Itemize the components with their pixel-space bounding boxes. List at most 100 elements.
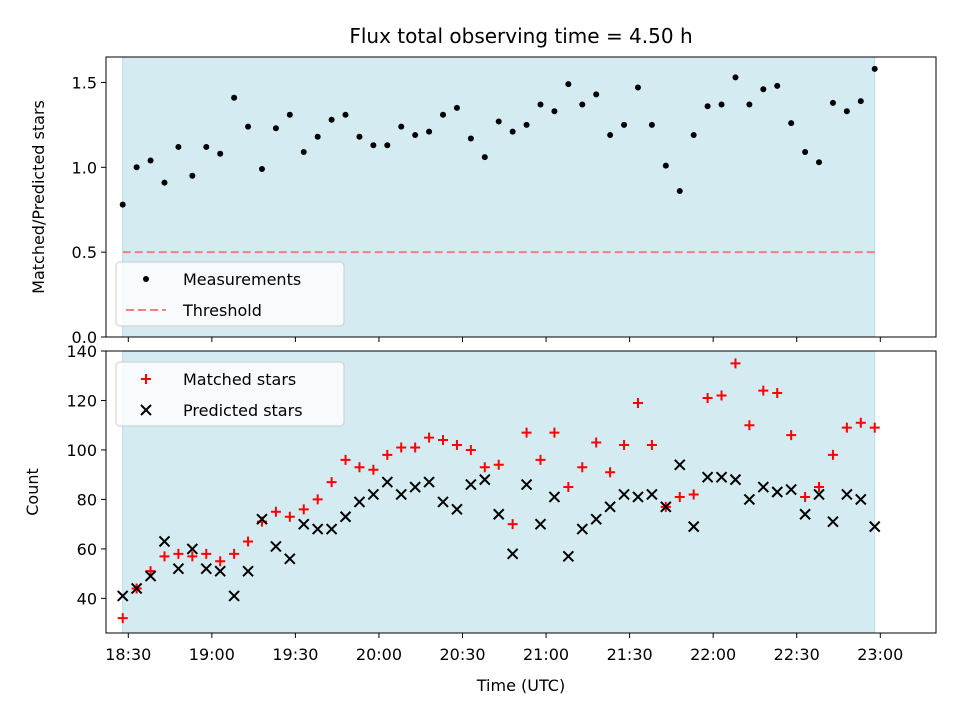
matched-stars-point [758, 385, 769, 396]
matched-stars-point [549, 427, 560, 438]
measurement-point [802, 149, 809, 156]
matched-stars-point [354, 462, 365, 473]
predicted-stars-point [729, 473, 742, 486]
measurement-point [788, 120, 795, 127]
measurement-point [648, 121, 655, 128]
measurement-point [760, 86, 767, 93]
top-panel: 0.0 0.5 1.0 1.5 Matched/Predicted stars Flux … [29, 24, 937, 347]
matched-stars-point [465, 444, 476, 455]
matched-stars-point [841, 422, 852, 433]
chart-title: Flux total observing time = 4.50 h [349, 24, 692, 48]
measurement-point [328, 116, 335, 123]
measurement-point [704, 103, 711, 110]
predicted-stars-point [144, 570, 157, 582]
measurement-point [467, 135, 474, 142]
y-tick-label: 60 [77, 540, 97, 559]
x-tick-label: 21:00 [523, 645, 569, 664]
legend-label: Predicted stars [183, 401, 303, 420]
matched-stars-point [424, 432, 435, 443]
measurement-point [676, 188, 683, 195]
measurement-point [440, 111, 447, 118]
measurement-point [871, 65, 878, 72]
predicted-stars-point [311, 523, 324, 535]
y-tick-label: 1.5 [72, 73, 97, 92]
y-tick-label: 1.0 [72, 158, 97, 177]
x-tick-label: 18:30 [105, 645, 151, 664]
matched-stars-point [744, 420, 755, 431]
matched-stars-point [563, 482, 574, 493]
predicted-stars-point [214, 565, 226, 577]
matched-stars-point [243, 536, 254, 547]
measurement-point [843, 108, 850, 115]
predicted-stars-point [534, 518, 547, 530]
predicted-stars-point [757, 481, 770, 493]
x-tick-label: 19:00 [189, 645, 235, 664]
predicted-stars-point [506, 548, 519, 560]
predicted-stars-point [855, 493, 867, 506]
matched-stars-point [855, 417, 866, 428]
measurement-point [579, 101, 586, 108]
predicted-stars-point [130, 582, 143, 595]
measurement-point [314, 133, 321, 140]
predicted-stars-point [339, 511, 352, 523]
measurement-point [829, 99, 836, 106]
predicted-stars-point [618, 488, 630, 501]
predicted-stars-point [325, 523, 338, 535]
measurement-point [816, 159, 823, 166]
measurement-point [245, 123, 252, 130]
predicted-stars-point [117, 590, 129, 602]
predicted-stars-point [520, 478, 533, 491]
y-tick-label: 0.0 [72, 328, 97, 347]
predicted-stars-point [785, 483, 797, 496]
predicted-stars-point [771, 486, 783, 498]
measurement-point [119, 201, 126, 208]
measurement-point [565, 81, 572, 88]
matched-stars-point [535, 454, 546, 465]
measurement-point [537, 101, 544, 108]
legend-label: Measurements [183, 270, 301, 289]
predicted-stars-point [353, 496, 366, 508]
measurement-point [272, 125, 279, 132]
predicted-stars-point [548, 491, 561, 503]
predicted-stars-point [674, 459, 686, 471]
measurement-point [607, 132, 614, 139]
matched-stars-point [507, 519, 518, 530]
predicted-stars-point [799, 508, 811, 520]
measurement-point [175, 143, 182, 150]
matched-stars-point [396, 442, 407, 453]
measurement-point [662, 162, 669, 169]
y-axis-label: Matched/Predicted stars [29, 100, 48, 294]
matched-stars-point [173, 548, 184, 559]
matched-stars-point [577, 462, 588, 473]
predicted-stars-point [493, 508, 505, 520]
bottom-panel: 40 60 80 100 120 140 18:30 19:00 19:30 20:00 20:30… [23, 342, 937, 695]
matched-stars-point [730, 358, 741, 369]
predicted-stars-point [715, 471, 728, 483]
measurement-point [286, 111, 293, 118]
predicted-stars-point [465, 478, 477, 491]
matched-stars-point [312, 494, 323, 505]
predicted-stars-point [743, 493, 756, 506]
predicted-stars-point [869, 520, 881, 533]
legend-marker-matched [141, 374, 151, 384]
measurement-point [857, 98, 864, 105]
predicted-stars-point [381, 476, 394, 488]
measurement-point [732, 74, 739, 81]
predicted-stars-point [687, 520, 700, 533]
y-tick-label: 100 [66, 441, 97, 460]
measurement-point [258, 166, 265, 172]
measurement-point [426, 128, 433, 135]
matched-stars-point [786, 430, 797, 441]
measurement-point [621, 121, 628, 128]
measurement-point [203, 143, 210, 150]
axes-frame [105, 56, 937, 338]
matched-stars-point [340, 454, 351, 465]
measurement-point [300, 149, 307, 156]
matched-stars-point [800, 491, 811, 502]
matched-stars-point [382, 449, 393, 460]
predicted-stars-point [409, 481, 421, 493]
measurement-point [774, 82, 781, 89]
matched-stars-point [159, 551, 170, 562]
matched-stars-point [284, 511, 295, 522]
measurement-point [593, 91, 600, 98]
